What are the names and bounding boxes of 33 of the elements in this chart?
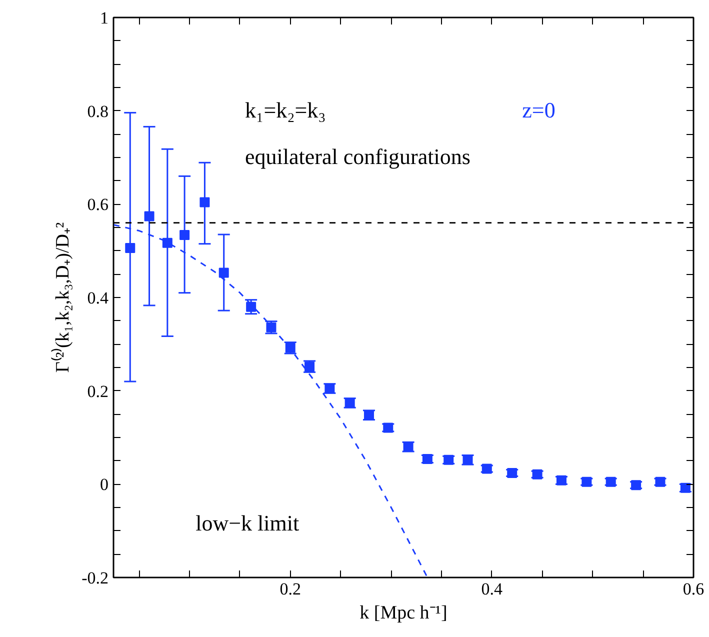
- y-tick-label: 0.6: [87, 195, 108, 214]
- point: [200, 197, 210, 208]
- point: [556, 475, 566, 486]
- point: [444, 454, 454, 465]
- point: [680, 482, 690, 493]
- annotation: equilateral configurations: [245, 144, 470, 170]
- point: [180, 230, 190, 240]
- point: [631, 480, 642, 490]
- x-tick-label: 0.6: [682, 580, 704, 598]
- y-tick-label: 1: [100, 8, 108, 28]
- point: [162, 238, 172, 248]
- x-axis-title: k [Mpc h⁻¹]: [360, 602, 448, 624]
- x-tick-label: 0.2: [280, 580, 301, 598]
- point: [144, 211, 154, 222]
- y-axis-title: Γ⁽²⁾(k₁,k₂,k₃,D₊)/D₊²: [50, 222, 74, 373]
- annotation: k₁=k₂=k₃: [245, 98, 326, 122]
- y-tick-label: 0.4: [87, 288, 109, 308]
- point: [582, 476, 592, 487]
- y-tick-label: 0.8: [87, 102, 108, 121]
- point: [507, 468, 518, 478]
- annotation: low−k limit: [196, 510, 300, 536]
- x-tick-label: 0.4: [481, 580, 504, 598]
- point: [246, 302, 256, 312]
- y-tick-label: 0.2: [87, 382, 108, 401]
- point: [218, 268, 229, 278]
- point: [482, 464, 492, 474]
- point: [125, 243, 136, 254]
- point: [383, 422, 394, 433]
- point: [606, 476, 616, 487]
- y-tick-label: -0.2: [82, 568, 109, 588]
- annotation: z=0: [522, 98, 556, 122]
- y-tick-label: 0: [100, 475, 108, 494]
- point: [655, 476, 666, 487]
